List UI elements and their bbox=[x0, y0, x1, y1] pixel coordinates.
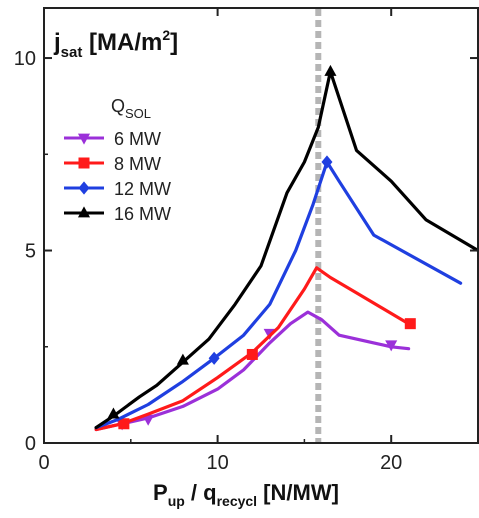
y-axis-title-main: j bbox=[53, 29, 61, 56]
data-point bbox=[142, 414, 155, 426]
legend-entry: 8 MW bbox=[64, 154, 161, 174]
series-line bbox=[94, 160, 463, 430]
x-tick-label: 20 bbox=[380, 452, 402, 474]
legend-label: 16 MW bbox=[114, 204, 171, 224]
y-axis-title-sub: sat bbox=[61, 44, 83, 61]
data-point bbox=[208, 351, 220, 365]
series-line bbox=[94, 310, 411, 432]
data-point bbox=[385, 340, 398, 352]
legend-title: QSOL bbox=[111, 96, 151, 121]
y-axis-title-sup: 2 bbox=[162, 27, 170, 43]
y-axis-title-unit: [MA/m bbox=[89, 29, 162, 56]
legend-entries: 6 MW 8 MW 12 MW 16 MW bbox=[64, 129, 171, 224]
y-tick-label: 0 bbox=[25, 433, 36, 455]
legend-label: 8 MW bbox=[114, 154, 161, 174]
legend-entry: 16 MW bbox=[64, 204, 171, 224]
axis-ticks: 0 10 20 0 5 10 bbox=[14, 8, 478, 474]
x-axis-title-unit: [N/MW] bbox=[257, 480, 339, 505]
plot-area bbox=[94, 9, 478, 442]
legend-title-main: Q bbox=[111, 96, 125, 116]
series-12-mw bbox=[94, 155, 463, 430]
series-layer bbox=[94, 64, 478, 432]
data-point bbox=[321, 155, 333, 169]
legend-swatch-marker bbox=[78, 157, 90, 169]
legend-label: 6 MW bbox=[114, 129, 161, 149]
data-point bbox=[176, 353, 189, 365]
data-point bbox=[118, 418, 130, 430]
series-line bbox=[94, 266, 411, 432]
legend-label: 12 MW bbox=[114, 179, 171, 199]
plot-frame bbox=[43, 7, 479, 444]
x-tick-label: 0 bbox=[38, 452, 49, 474]
series-8-mw bbox=[94, 266, 416, 432]
legend-title-sub: SOL bbox=[125, 106, 151, 121]
x-axis-title: Pup / qrecycl [N/MW] bbox=[153, 480, 339, 509]
y-tick-label: 10 bbox=[14, 48, 36, 70]
legend-swatch-marker bbox=[78, 181, 90, 195]
legend-entry: 12 MW bbox=[64, 179, 171, 199]
y-tick-label: 5 bbox=[25, 241, 36, 263]
series-16-mw bbox=[94, 64, 478, 430]
x-axis-title-q-sub: recycl bbox=[217, 493, 257, 509]
y-axis-title-close: ] bbox=[170, 29, 178, 56]
x-axis-title-p-sub: up bbox=[168, 493, 185, 509]
data-point bbox=[324, 64, 337, 76]
legend-swatch-marker bbox=[77, 206, 91, 218]
x-axis-title-sep: / q bbox=[185, 480, 217, 505]
data-point bbox=[246, 348, 258, 360]
x-tick-label: 10 bbox=[206, 452, 228, 474]
data-point bbox=[404, 318, 416, 330]
legend-entry: 6 MW bbox=[64, 129, 161, 149]
legend: QSOL 6 MW 8 MW 12 MW 16 MW bbox=[64, 96, 171, 224]
x-axis-title-p: P bbox=[153, 480, 168, 505]
y-axis-title: jsat [MA/m2] bbox=[53, 27, 178, 61]
series-line bbox=[94, 69, 478, 430]
data-point bbox=[107, 407, 120, 419]
legend-swatch-marker bbox=[77, 133, 91, 145]
